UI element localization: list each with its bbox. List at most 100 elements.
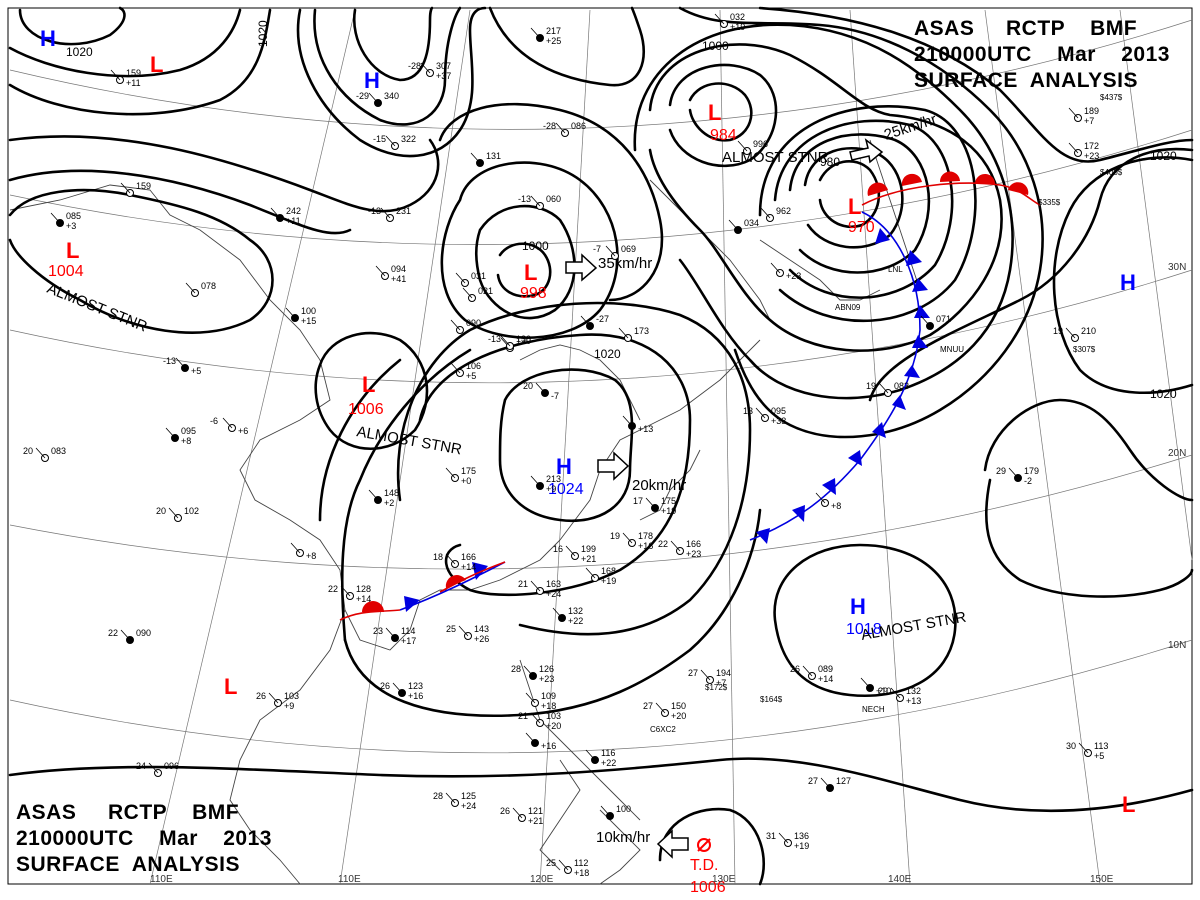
station-plot: 132+22 [552,606,583,626]
station-plot: 21 103+20 [518,711,561,731]
station-plot: +8 [290,542,316,561]
station-plot: 106+5 [450,361,481,381]
station-id: ABN09 [835,303,861,312]
longitude-label: 140E [888,874,912,885]
station-plot: -28 307+37 [408,61,451,81]
station-plot: 217+25 [530,26,561,46]
isobar-label: 980 [820,155,840,169]
station-plot: 148+2 [368,488,399,508]
high-center: H [556,454,572,479]
station-pressure: 962 [776,206,791,216]
station-tendency: +23 [786,271,801,281]
chart-title-top: ASAS RCTP BMF 210000UTC Mar 2013 SURFACE… [914,16,1170,94]
high-center: H [850,594,866,619]
arrow-icon [565,253,598,282]
station-pressure: 242 [286,206,301,216]
station-plot: 159+11 [110,68,141,88]
station-tendency: +22 [601,758,616,768]
tropical-depression: T.D. 1006 [690,838,726,896]
low-center: L [362,372,375,397]
station-plot: -27 [580,314,609,330]
station-pressure: 163 [546,579,561,589]
station-pressure: 175 [661,496,676,506]
graticule-labels: 110E 110E 120E 130E 140E 150E 30N 20N 10… [150,262,1186,885]
station-pressure: 125 [461,791,476,801]
station-pressure: 199 [581,544,596,554]
station-temperature: 26 [500,806,510,816]
station-pressure: 322 [401,134,416,144]
station-temperature: 30 [1066,741,1076,751]
station-plot: -6 +6 [210,416,248,436]
station-pressure: 071 [936,314,951,324]
station-pressure: 100 [301,306,316,316]
arrow-icon [849,138,884,164]
station-tendency: +17 [401,636,416,646]
station-temperature: 25 [546,858,556,868]
station-plot: 078 [185,281,216,297]
center-pressure: 970 [848,219,875,236]
station-pressure: 307 [436,61,451,71]
station-pressure: 086 [571,121,586,131]
station-plot: 28 125+24 [433,791,476,811]
station-pressure: 128 [356,584,371,594]
station-tendency: +11 [286,216,301,226]
pressure-centers: H L H L L L L L H H H L L [40,26,1136,817]
station-temperature: -13 [518,194,531,204]
station-tendency: +14 [461,562,476,572]
station-temperature: 27 [688,668,698,678]
title-line: ASAS RCTP BMF [16,801,240,824]
latitude-label: 20N [1168,448,1186,459]
longitude-label: 110E [150,874,173,885]
station-pressure: 078 [201,281,216,291]
station-tendency: +41 [391,274,406,284]
td-symbol-icon [697,838,711,852]
station-temperature: 19 [610,531,620,541]
station-pressure: 102 [184,506,199,516]
station-tendency: +20 [671,711,686,721]
station-pressure: 131 [486,151,501,161]
longitude-label: 110E [338,874,361,885]
station-pressure: 210 [1081,326,1096,336]
title-line: ASAS RCTP BMF [914,17,1138,40]
station-tendency: +23 [686,549,701,559]
low-center: L [1122,792,1135,817]
station-tendency: +18 [574,868,589,878]
station-pressure: 159 [126,68,141,78]
station-plot: 17 175+19 [633,496,676,516]
station-pressure: 150 [671,701,686,711]
cold-front-south [399,561,506,612]
station-plot: -13 +5 [163,356,201,376]
station-temperature: 27 [808,776,818,786]
isobar-label: 1020 [594,347,621,361]
station-tendency: +23 [1084,151,1099,161]
station-plot: 090 [450,318,481,334]
station-pressure: 132 [906,686,921,696]
station-pressure: 109 [541,691,556,701]
station-temperature: 23 [373,626,383,636]
station-plot: 22 090 [108,628,151,644]
station-pressure: 112 [574,858,588,868]
station-tendency: +25 [546,36,561,46]
station-temperature: 26 [256,691,266,701]
station-id: $335$ [1038,198,1061,207]
station-pressure: 069 [621,244,636,254]
station-plot: +23 [770,262,801,281]
station-tendency: +0 [461,476,471,486]
low-center: L [524,260,537,285]
station-plot: 26 103+9 [256,691,299,711]
station-pressure: 083 [894,381,909,391]
station-plot: -13 130 [488,334,531,350]
station-pressure: 094 [391,264,406,274]
station-plot: +13 [622,415,653,434]
station-pressure: 179 [1024,466,1039,476]
station-tendency: +8 [831,501,841,511]
station-plot: 109+18 [525,691,556,711]
station-tendency: +21 [528,816,543,826]
station-tendency: +16 [408,691,423,701]
station-pressure: 189 [1084,106,1099,116]
station-tendency: -7 [551,391,559,401]
station-pressure: 126 [539,664,554,674]
chart-title-bottom: ASAS RCTP BMF 210000UTC Mar 2013 SURFACE… [16,800,272,878]
station-plot: -15 322 [373,134,416,150]
station-tendency: +5 [466,371,476,381]
